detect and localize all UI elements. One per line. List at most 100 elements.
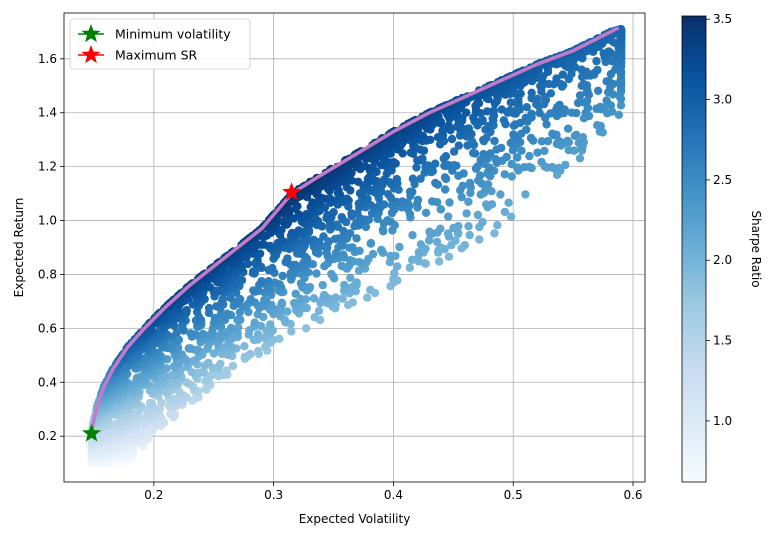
portfolio-point (226, 323, 236, 333)
x-tick-label: 0.3 (264, 488, 283, 502)
portfolio-point (472, 99, 482, 108)
portfolio-point (421, 208, 431, 217)
portfolio-point (377, 245, 386, 255)
portfolio-point (385, 257, 394, 267)
portfolio-point (473, 210, 483, 220)
portfolio-point (318, 280, 327, 290)
portfolio-point (256, 321, 265, 331)
portfolio-point (460, 240, 470, 250)
portfolio-point (342, 194, 352, 203)
portfolio-point (291, 289, 300, 298)
portfolio-point (483, 180, 493, 189)
portfolio-point (479, 149, 488, 159)
portfolio-point (500, 170, 509, 179)
portfolio-point (439, 125, 448, 135)
portfolio-point (198, 329, 208, 339)
y-tick-label: 1.0 (38, 214, 57, 228)
portfolio-point (228, 361, 238, 371)
portfolio-point (294, 226, 303, 235)
portfolio-point (214, 372, 223, 381)
frontier-curve (89, 26, 620, 432)
legend-min-vol-star-icon (81, 24, 101, 43)
portfolio-point (449, 161, 459, 170)
portfolio-point (319, 290, 329, 300)
portfolio-point (445, 198, 454, 207)
portfolio-point (465, 230, 474, 240)
portfolio-point (405, 263, 414, 272)
portfolio-point (513, 153, 522, 162)
portfolio-point (162, 355, 172, 364)
plot-frame (63, 12, 646, 483)
portfolio-point (165, 401, 174, 411)
portfolio-point (365, 172, 374, 182)
portfolio-point (413, 195, 423, 205)
portfolio-point (443, 229, 453, 238)
portfolio-point (482, 107, 492, 116)
portfolio-point (540, 146, 549, 156)
portfolio-point (363, 293, 372, 302)
portfolio-point (548, 129, 557, 138)
portfolio-point (592, 104, 601, 113)
portfolio-point (546, 89, 556, 98)
portfolio-point (327, 269, 336, 279)
portfolio-point (496, 190, 505, 199)
portfolio-point (521, 113, 530, 123)
portfolio-point (437, 243, 446, 252)
portfolio-point (246, 295, 255, 304)
portfolio-point (348, 298, 357, 307)
portfolio-point (339, 250, 348, 259)
portfolio-point (378, 225, 388, 234)
portfolio-point (493, 221, 502, 230)
portfolio-point (246, 349, 255, 359)
portfolio-point (314, 306, 324, 316)
portfolio-point (502, 152, 511, 162)
portfolio-point (506, 212, 516, 221)
portfolio-point (497, 105, 506, 114)
portfolio-point (575, 154, 585, 163)
portfolio-point (212, 302, 221, 311)
portfolio-point (454, 171, 463, 180)
portfolio-point (492, 145, 501, 154)
portfolio-point (441, 152, 451, 161)
legend-max-sr-label: Maximum SR (115, 48, 197, 63)
portfolio-point (270, 278, 280, 287)
colorbar-tick-label: 2.5 (713, 173, 732, 187)
legend: Minimum volatility Maximum SR (69, 18, 251, 70)
portfolio-point (564, 145, 573, 155)
portfolio-point (204, 303, 214, 313)
portfolio-point (440, 173, 450, 182)
portfolio-point (447, 134, 457, 144)
portfolio-point (454, 141, 463, 150)
portfolio-point (614, 110, 623, 120)
portfolio-point (457, 192, 466, 202)
portfolio-point (486, 149, 495, 158)
portfolio-point (209, 349, 219, 358)
portfolio-point (527, 88, 536, 98)
portfolio-point (337, 213, 346, 222)
portfolio-point (525, 151, 534, 161)
portfolio-point (204, 358, 213, 368)
portfolio-point (257, 277, 266, 286)
portfolio-point (469, 148, 478, 158)
portfolio-point (393, 262, 402, 271)
portfolio-point (527, 109, 536, 119)
portfolio-point (315, 206, 325, 215)
portfolio-point (537, 157, 546, 167)
portfolio-point (489, 106, 498, 115)
portfolio-point (171, 394, 180, 403)
portfolio-point (249, 267, 258, 276)
portfolio-point (352, 278, 361, 287)
portfolio-point (233, 315, 242, 325)
portfolio-point (505, 106, 515, 115)
legend-min-vol-label: Minimum volatility (115, 27, 231, 42)
efficient-frontier-line (89, 26, 620, 432)
portfolio-point (345, 243, 354, 252)
portfolio-point (440, 161, 449, 170)
y-tick-label: 1.6 (38, 52, 57, 66)
portfolio-point (340, 280, 349, 290)
x-tick-label: 0.6 (623, 488, 642, 502)
portfolio-scatter (87, 25, 626, 468)
portfolio-point (226, 293, 235, 303)
portfolio-point (444, 252, 454, 261)
portfolio-point (558, 70, 567, 79)
